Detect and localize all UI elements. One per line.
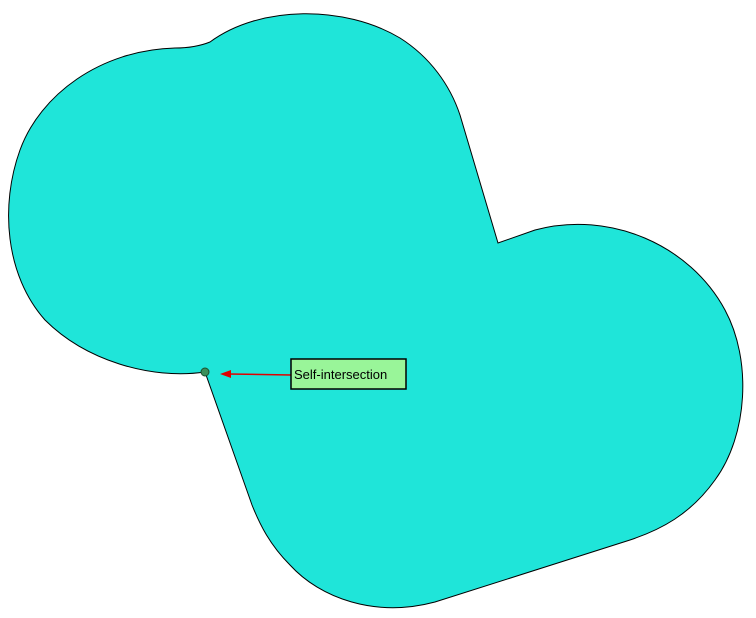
label-text: Self-intersection <box>294 367 387 382</box>
callout-arrow <box>220 370 292 378</box>
buffered-polygon <box>8 13 744 609</box>
self-intersection-point <box>200 367 210 377</box>
self-intersection-label: Self-intersection <box>290 358 407 390</box>
